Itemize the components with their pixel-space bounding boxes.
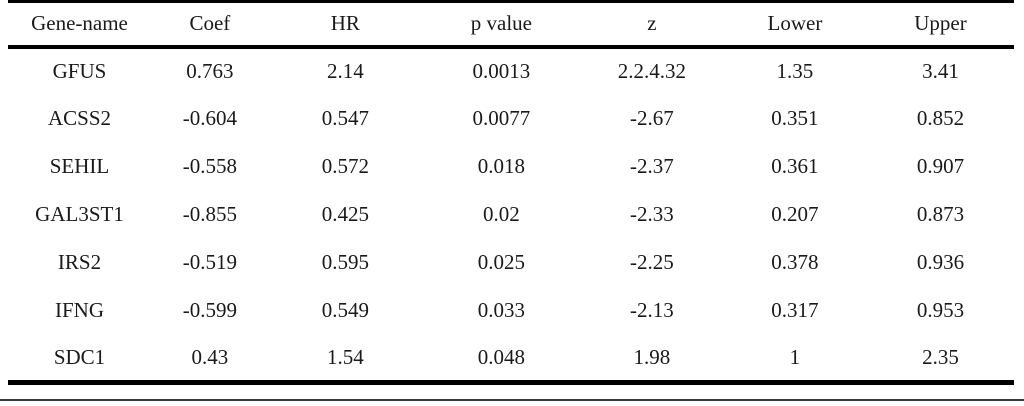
value-cell: 0.936	[916, 250, 965, 274]
column-header-p-value: p value	[470, 11, 532, 36]
value-cell: -0.599	[182, 298, 237, 322]
gene-name-cell: SDC1	[53, 344, 106, 369]
value-cell: 0.595	[321, 250, 369, 274]
value-cell: 0.873	[916, 202, 965, 226]
value-cell: 0.351	[771, 106, 819, 130]
value-cell: 0.907	[916, 154, 965, 178]
gene-name-cell: SEHIL	[49, 154, 110, 178]
gene-name-cell: GFUS	[52, 59, 107, 83]
value-cell: -0.604	[182, 106, 237, 130]
table-row: IFNG -0.599 0.549 0.033 -2.13 0.317 0.953	[8, 287, 1014, 335]
value-cell: 0.033	[477, 298, 526, 322]
value-cell: -2.13	[630, 298, 674, 322]
gene-name-cell: IFNG	[54, 298, 104, 322]
value-cell: 0.361	[771, 154, 819, 178]
value-cell: 0.549	[321, 298, 369, 322]
table-body: GFUS 0.763 2.14 0.0013 2.2.4.32 1.35 3.41 ACSS2…	[8, 47, 1014, 383]
value-cell: 0.425	[321, 202, 369, 226]
table-row: GAL3ST1 -0.855 0.425 0.02 -2.33 0.207 0.873	[8, 191, 1014, 239]
table-row: SEHIL -0.558 0.572 0.018 -2.37 0.361 0.907	[8, 143, 1014, 191]
value-cell: 0.43	[191, 344, 229, 369]
column-header-coef: Coef	[189, 11, 231, 36]
gene-name-cell: GAL3ST1	[35, 202, 124, 226]
value-cell: 0.048	[477, 344, 526, 369]
value-cell: -2.37	[630, 154, 674, 178]
value-cell: 2.35	[922, 344, 959, 369]
value-cell: 1	[789, 344, 801, 369]
column-header-hr: HR	[330, 11, 360, 36]
value-cell: 0.378	[771, 250, 819, 274]
value-cell: 0.018	[477, 154, 526, 178]
gene-statistics-table: Gene-name Coef HR p value z Lower Upper GFUS 0.…	[8, 0, 1014, 385]
gene-name-cell: IRS2	[57, 250, 102, 274]
table-row: GFUS 0.763 2.14 0.0013 2.2.4.32 1.35 3.41	[8, 47, 1014, 95]
column-header-gene-name: Gene-name	[31, 11, 128, 36]
table-row: ACSS2 -0.604 0.547 0.0077 -2.67 0.351 0.852	[8, 95, 1014, 143]
column-header-upper: Upper	[914, 11, 967, 36]
table-header: Gene-name Coef HR p value z Lower Upper	[8, 1, 1014, 47]
value-cell: 0.852	[916, 106, 965, 130]
value-cell: -2.25	[630, 250, 674, 274]
value-cell: 3.41	[922, 59, 959, 83]
value-cell: 0.547	[321, 106, 369, 130]
value-cell: -2.33	[630, 202, 674, 226]
value-cell: 2.2.4.32	[617, 59, 687, 83]
value-cell: 2.14	[326, 59, 364, 83]
value-cell: -0.519	[182, 250, 237, 274]
value-cell: 0.953	[916, 298, 965, 322]
column-header-z: z	[647, 11, 657, 36]
value-cell: -2.67	[630, 106, 674, 130]
value-cell: 0.0013	[472, 59, 531, 83]
value-cell: 0.02	[483, 202, 520, 226]
value-cell: 1.35	[776, 59, 814, 83]
table-row: IRS2 -0.519 0.595 0.025 -2.25 0.378 0.936	[8, 239, 1014, 287]
value-cell: -0.558	[182, 154, 237, 178]
bottom-page-rule	[0, 399, 1024, 401]
value-cell: 0.763	[186, 59, 234, 83]
value-cell: 1.98	[633, 344, 671, 369]
value-cell: 0.025	[477, 250, 526, 274]
table-row: SDC1 0.43 1.54 0.048 1.98 1 2.35	[8, 335, 1014, 383]
value-cell: 0.207	[771, 202, 819, 226]
value-cell: 1.54	[326, 344, 364, 369]
header-row: Gene-name Coef HR p value z Lower Upper	[8, 1, 1014, 47]
column-header-lower: Lower	[767, 11, 823, 36]
value-cell: -0.855	[182, 202, 237, 226]
value-cell: 0.317	[771, 298, 819, 322]
value-cell: 0.572	[321, 154, 369, 178]
value-cell: 0.0077	[472, 106, 531, 130]
gene-name-cell: ACSS2	[47, 106, 111, 130]
